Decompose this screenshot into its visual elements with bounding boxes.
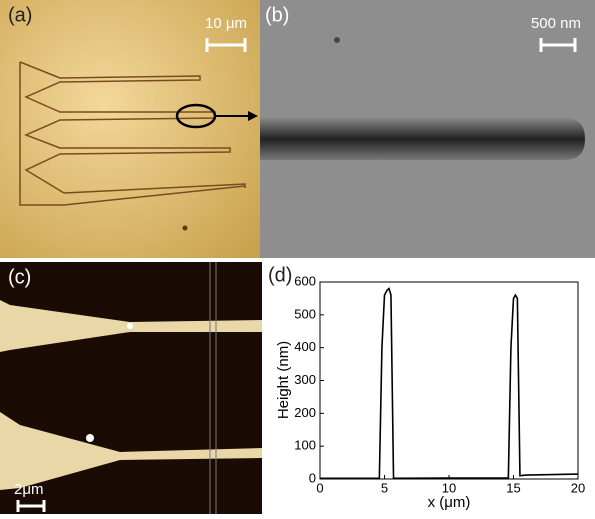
y-tick-label: 100 [294,438,316,453]
scale-bar-label: 10 μm [205,15,247,32]
y-tick-label: 400 [294,339,316,354]
x-tick-label: 20 [571,480,585,495]
y-tick-label: 200 [294,405,316,420]
y-tick-label: 300 [294,372,316,387]
figure: (a) 10 μm (b) 500 nm (c) 2μm (d) x (μm) … [0,0,595,514]
x-tick-label: 5 [381,480,388,495]
y-tick-label: 0 [309,470,316,485]
y-tick-label: 500 [294,306,316,321]
x-axis-label: x (μm) [428,494,471,511]
panel-label: (a) [8,4,32,26]
x-tick-label: 10 [442,480,456,495]
panel-label: (b) [265,4,289,26]
panel-b: (b) 500 nm [260,0,595,258]
x-tick-label: 15 [506,480,520,495]
y-axis-label: Height (nm) [275,341,292,419]
plot-frame [320,282,578,479]
scale-bar-label: 2μm [14,481,43,498]
x-tick-label: 0 [316,480,323,495]
panel-c: (c) 2μm [0,262,262,514]
height-profile [320,289,578,479]
scale-bar-label: 500 nm [531,15,581,32]
y-tick-label: 600 [294,273,316,288]
panel-label: (d) [268,264,292,286]
panel-label: (c) [8,266,31,288]
panel-a: (a) 10 μm [0,0,260,258]
